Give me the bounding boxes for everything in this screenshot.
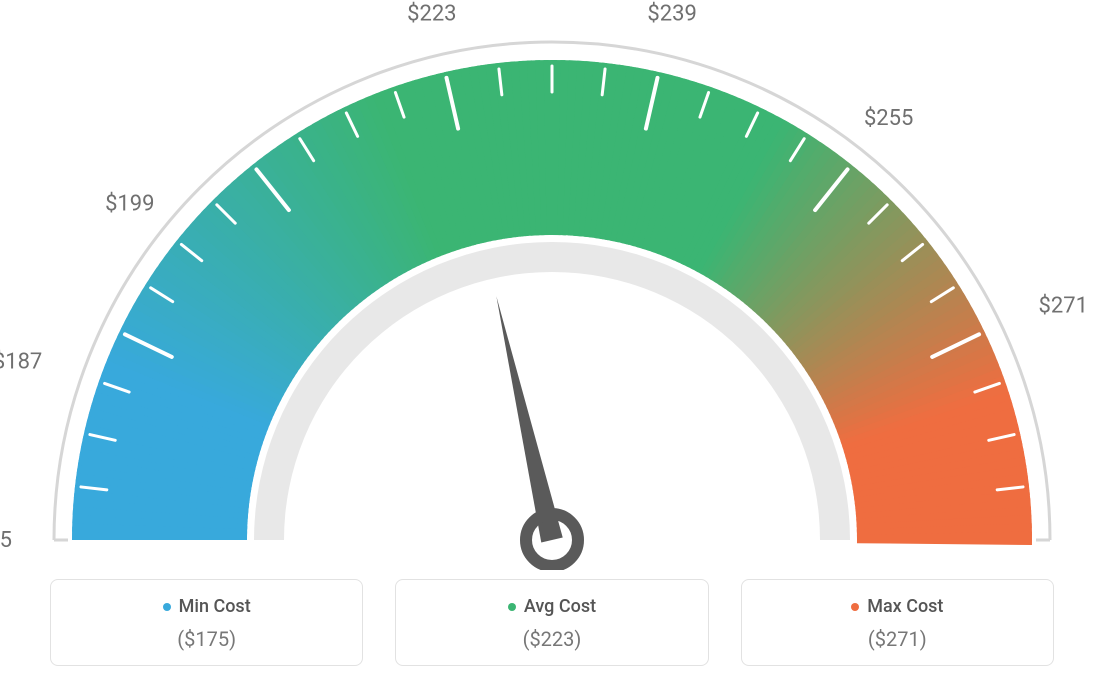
legend-dot-max	[851, 603, 859, 611]
legend-title-max: Max Cost	[851, 596, 943, 617]
svg-text:$199: $199	[105, 191, 154, 216]
svg-text:$255: $255	[864, 106, 913, 131]
legend-title-min: Min Cost	[163, 596, 251, 617]
svg-text:$187: $187	[0, 350, 42, 375]
legend-row: Min Cost ($175) Avg Cost ($223) Max Cost…	[50, 579, 1054, 667]
legend-value-min: ($175)	[61, 627, 352, 651]
legend-card-avg: Avg Cost ($223)	[395, 579, 708, 667]
legend-label-avg: Avg Cost	[524, 596, 596, 617]
svg-text:$271: $271	[1039, 294, 1088, 319]
legend-dot-min	[163, 603, 171, 611]
svg-text:$175: $175	[0, 528, 12, 553]
svg-text:$239: $239	[647, 2, 696, 27]
legend-dot-avg	[508, 603, 516, 611]
legend-card-max: Max Cost ($271)	[741, 579, 1054, 667]
chart-root: $175 $187 $199 $223 $239 $255 $271 Min Cost ($…	[0, 0, 1104, 690]
legend-value-max: ($271)	[752, 627, 1043, 651]
legend-label-min: Min Cost	[179, 596, 251, 617]
svg-text:$223: $223	[407, 2, 456, 27]
legend-title-avg: Avg Cost	[508, 596, 596, 617]
gauge-svg: $175 $187 $199 $223 $239 $255 $271	[0, 0, 1104, 570]
legend-card-min: Min Cost ($175)	[50, 579, 363, 667]
gauge: $175 $187 $199 $223 $239 $255 $271	[0, 0, 1104, 570]
legend-value-avg: ($223)	[406, 627, 697, 651]
legend-label-max: Max Cost	[867, 596, 943, 617]
